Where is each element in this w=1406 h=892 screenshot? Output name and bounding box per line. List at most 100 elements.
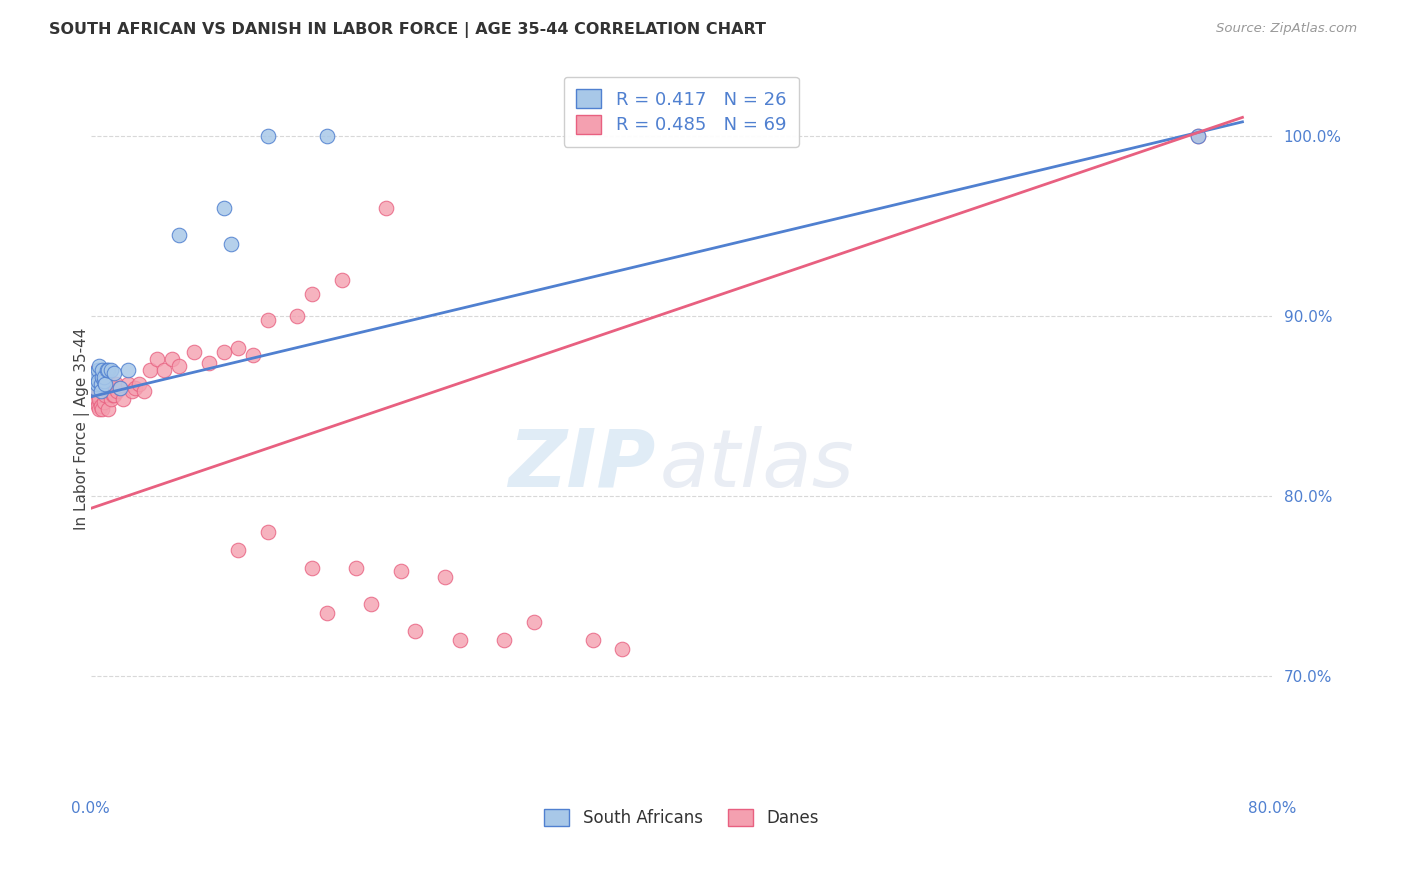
Point — [97, 402, 120, 417]
Point — [375, 201, 398, 215]
Point — [146, 352, 169, 367]
Point — [285, 309, 308, 323]
Point — [117, 377, 139, 392]
Point — [93, 374, 115, 388]
Point — [449, 632, 471, 647]
Point — [103, 388, 125, 402]
Point — [160, 352, 183, 367]
Point — [98, 384, 121, 399]
Point — [87, 374, 110, 388]
Point — [117, 363, 139, 377]
Point — [1187, 128, 1209, 143]
Point — [86, 392, 108, 406]
Point — [90, 384, 112, 399]
Point — [100, 363, 122, 377]
Point — [91, 370, 114, 384]
Point — [612, 641, 634, 656]
Point — [197, 356, 219, 370]
Text: Source: ZipAtlas.com: Source: ZipAtlas.com — [1216, 22, 1357, 36]
Point — [89, 359, 111, 374]
Point — [96, 384, 118, 399]
Point — [98, 377, 121, 392]
Point — [389, 565, 412, 579]
Point — [105, 384, 128, 399]
Point — [100, 392, 122, 406]
Point — [104, 377, 127, 392]
Point — [94, 374, 117, 388]
Point — [121, 384, 143, 399]
Point — [256, 312, 278, 326]
Point — [219, 236, 242, 251]
Point — [93, 381, 115, 395]
Point — [94, 388, 117, 402]
Point — [80, 377, 103, 392]
Text: SOUTH AFRICAN VS DANISH IN LABOR FORCE | AGE 35-44 CORRELATION CHART: SOUTH AFRICAN VS DANISH IN LABOR FORCE |… — [49, 22, 766, 38]
Point — [183, 345, 205, 359]
Point — [84, 384, 107, 399]
Point — [138, 363, 160, 377]
Point — [315, 128, 337, 143]
Text: ZIP: ZIP — [508, 425, 655, 504]
Point — [84, 377, 107, 392]
Point — [87, 363, 110, 377]
Point — [89, 392, 111, 406]
Point — [1187, 128, 1209, 143]
Legend: South Africans, Danes: South Africans, Danes — [536, 800, 827, 835]
Point — [97, 363, 120, 377]
Point — [494, 632, 516, 647]
Point — [93, 395, 115, 409]
Point — [94, 377, 117, 392]
Point — [167, 227, 190, 242]
Point — [101, 381, 124, 395]
Point — [84, 381, 107, 395]
Point — [112, 392, 135, 406]
Point — [83, 381, 105, 395]
Point — [83, 374, 105, 388]
Point — [256, 524, 278, 539]
Point — [212, 201, 235, 215]
Point — [80, 367, 103, 381]
Point — [101, 388, 124, 402]
Point — [96, 363, 118, 377]
Point — [103, 367, 125, 381]
Point — [124, 381, 146, 395]
Point — [360, 597, 382, 611]
Point — [226, 341, 249, 355]
Point — [405, 624, 427, 638]
Point — [212, 345, 235, 359]
Point — [301, 287, 323, 301]
Point — [242, 349, 264, 363]
Point — [226, 542, 249, 557]
Point — [87, 388, 110, 402]
Point — [89, 402, 111, 417]
Point — [315, 606, 337, 620]
Point — [91, 363, 114, 377]
Point — [86, 384, 108, 399]
Point — [93, 370, 115, 384]
Point — [87, 399, 110, 413]
Point — [582, 632, 605, 647]
Point — [84, 367, 107, 381]
Point — [256, 128, 278, 143]
Point — [108, 381, 131, 395]
Y-axis label: In Labor Force | Age 35-44: In Labor Force | Age 35-44 — [75, 327, 90, 530]
Point — [523, 615, 546, 629]
Point — [167, 359, 190, 374]
Point — [96, 381, 118, 395]
Text: atlas: atlas — [659, 425, 855, 504]
Point — [108, 381, 131, 395]
Point — [91, 402, 114, 417]
Point — [132, 384, 155, 399]
Point — [301, 561, 323, 575]
Point — [434, 570, 457, 584]
Point — [86, 377, 108, 392]
Point — [330, 273, 353, 287]
Point — [91, 384, 114, 399]
Point — [346, 561, 368, 575]
Point — [128, 377, 150, 392]
Point — [89, 377, 111, 392]
Point — [90, 399, 112, 413]
Point — [83, 374, 105, 388]
Point — [153, 363, 176, 377]
Point — [90, 370, 112, 384]
